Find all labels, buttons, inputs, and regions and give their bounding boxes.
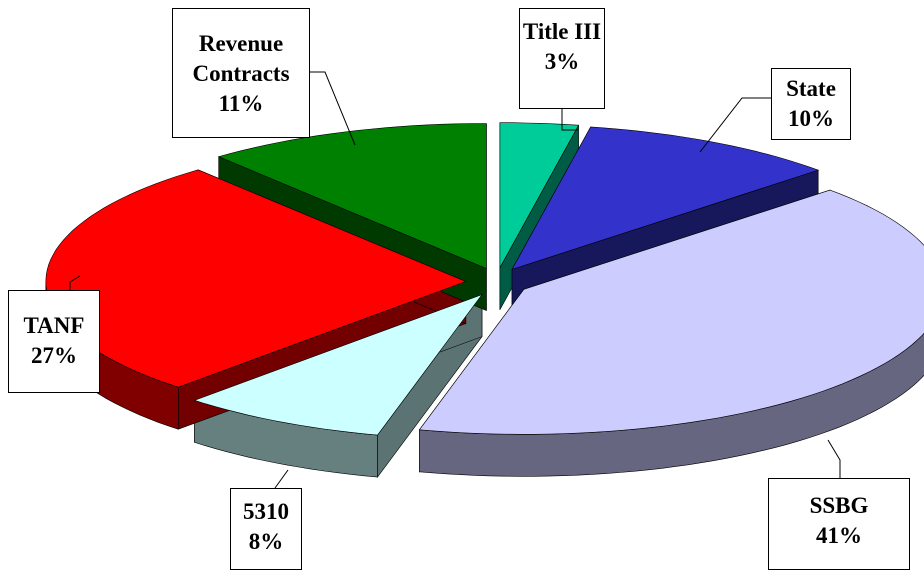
- slice: [45, 169, 467, 388]
- label-box: TANF 27%: [8, 290, 100, 393]
- leader-line: [69, 275, 81, 290]
- label-value: 10%: [788, 106, 834, 131]
- leader-line: [310, 71, 356, 146]
- label-value: 27%: [31, 343, 77, 368]
- slice: [511, 126, 820, 270]
- slices: [45, 122, 924, 479]
- leader-line: [561, 108, 578, 131]
- label-value: 8%: [248, 529, 284, 554]
- label-name: Revenue Contracts: [192, 31, 290, 86]
- label-name: SSBG: [809, 493, 869, 518]
- label-value: 11%: [218, 91, 264, 116]
- label-box: Revenue Contracts 11%: [172, 8, 310, 138]
- label-box: State 10%: [771, 68, 851, 140]
- label-box: Title III 3%: [519, 8, 605, 109]
- label-name: Title III: [522, 19, 602, 44]
- label-name: State: [786, 76, 836, 101]
- label-box: SSBG 41%: [768, 478, 910, 570]
- label-value: 3%: [544, 49, 580, 74]
- label-name: 5310: [243, 499, 289, 524]
- leader-line: [699, 97, 771, 153]
- slice: [418, 189, 924, 435]
- label-box: 5310 8%: [230, 488, 302, 570]
- slice: [217, 123, 487, 269]
- label-value: 41%: [816, 523, 862, 548]
- label-name: TANF: [23, 313, 85, 338]
- leader-line: [827, 439, 841, 478]
- leader-line: [274, 469, 289, 489]
- slice: [193, 293, 483, 436]
- slice: [499, 122, 580, 268]
